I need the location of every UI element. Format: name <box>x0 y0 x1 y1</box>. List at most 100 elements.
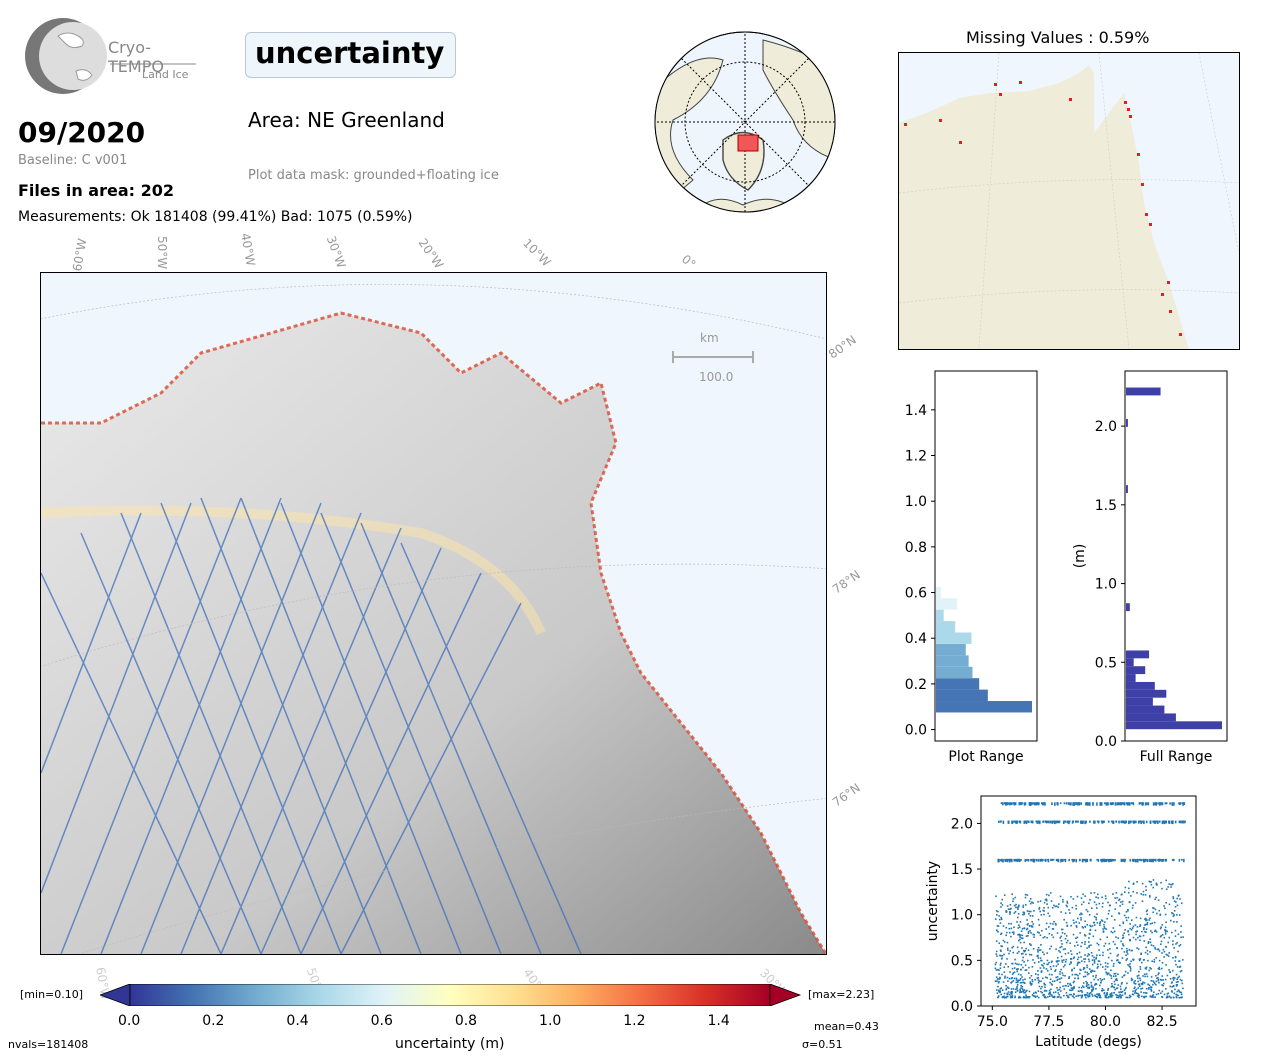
scatter-point <box>1124 858 1126 862</box>
scatter-point <box>1080 912 1082 915</box>
scatter-point <box>1096 922 1099 924</box>
scatter-point <box>1084 958 1087 960</box>
scatter-point <box>1045 922 1048 925</box>
scatter-point <box>1100 980 1103 982</box>
scatter-point <box>1039 910 1042 913</box>
scatter-point <box>1167 886 1169 888</box>
lon-label: 60°W <box>70 237 90 273</box>
scatter-point <box>1000 962 1002 965</box>
scatter-point <box>1171 858 1174 861</box>
scatter-point <box>1049 892 1052 894</box>
scatter-point <box>1031 993 1034 996</box>
scatter-point <box>1069 983 1071 986</box>
scatter-point <box>1043 982 1045 985</box>
scatter-point <box>1126 953 1129 955</box>
scatter-point <box>1013 977 1016 980</box>
scatter-point <box>1101 905 1104 908</box>
scatter-point <box>1060 935 1062 938</box>
scatter-point <box>1169 971 1172 974</box>
scatter-point <box>1129 963 1131 965</box>
scatter-point <box>1017 980 1019 983</box>
lon-label: 0° <box>679 252 699 272</box>
scatter-point <box>1011 967 1014 970</box>
scatter-point <box>1096 963 1099 966</box>
mean-stat: mean=0.43 <box>814 1020 879 1033</box>
scatter-point <box>1142 975 1144 977</box>
scatter-point <box>996 968 999 971</box>
scatter-point <box>1139 820 1141 823</box>
scatter-point <box>1087 941 1090 943</box>
scatter-point <box>1179 802 1181 806</box>
scatter-point <box>1160 940 1163 943</box>
files-in-area: Files in area: 202 <box>18 181 174 200</box>
scatter-point <box>1111 959 1113 962</box>
scatter-point <box>995 976 998 979</box>
scatter-point <box>1103 926 1106 928</box>
scatter-point <box>1140 820 1142 825</box>
scatter-point <box>1015 858 1018 862</box>
scatter-point <box>1077 956 1080 959</box>
y-tick-label: 0.0 <box>951 999 973 1015</box>
scatter-point <box>1053 820 1056 825</box>
scatter-point <box>1063 932 1066 935</box>
scatter-point <box>1002 925 1005 927</box>
scatter-point <box>1071 858 1073 861</box>
scatter-point <box>1164 929 1167 932</box>
scatter-point <box>1168 969 1170 971</box>
scatter-point <box>1172 940 1174 942</box>
scatter-point <box>1138 974 1140 977</box>
scatter-point <box>1023 982 1026 984</box>
scatter-point <box>1152 858 1155 861</box>
scatter-point <box>1031 901 1033 904</box>
scatter-point <box>1031 920 1033 923</box>
scatter-point <box>1141 802 1143 805</box>
scatter-point <box>1106 936 1109 939</box>
scatter-point <box>1134 858 1137 863</box>
scatter-point <box>1098 993 1101 995</box>
scatter-point <box>1179 820 1181 824</box>
scatter-point <box>1003 992 1006 995</box>
y-tick-label: 0.4 <box>905 631 927 647</box>
scatter-point <box>1032 994 1035 997</box>
scatter-point <box>1160 979 1163 982</box>
scatter-point <box>1110 985 1113 988</box>
scatter-point <box>1017 973 1020 976</box>
scatter-point <box>1031 802 1033 805</box>
scatter-point <box>1090 986 1093 988</box>
scatter-point <box>1037 957 1040 959</box>
scatter-point <box>1033 936 1035 938</box>
scatter-point <box>1172 897 1175 900</box>
scatter-point <box>1045 968 1048 970</box>
scatter-point <box>1123 932 1126 934</box>
scatter-point <box>1146 919 1148 921</box>
scatter-point <box>1155 896 1157 899</box>
scatter-point <box>1063 858 1066 861</box>
scatter-point <box>1080 903 1083 906</box>
scatter-point <box>1175 996 1178 998</box>
scatter-point <box>998 990 1000 993</box>
scatter-point <box>1102 858 1105 862</box>
scatter-point <box>1150 986 1153 988</box>
scatter-point <box>1128 802 1130 806</box>
scatter-point <box>1064 858 1067 863</box>
scatter-point <box>1126 958 1129 960</box>
scatter-point <box>1020 802 1022 806</box>
scatter-point <box>1101 978 1104 981</box>
scatter-point <box>1031 820 1033 823</box>
scatter-point <box>1118 899 1120 902</box>
scatter-point <box>1081 913 1083 916</box>
scatter-point <box>1141 961 1143 964</box>
scatter-point <box>1072 933 1075 936</box>
scatter-point <box>1005 926 1008 929</box>
missing-values-title: Missing Values : 0.59% <box>966 28 1150 47</box>
scatter-point <box>1085 994 1088 996</box>
scatter-point <box>1082 927 1084 929</box>
scatter-point <box>1110 993 1112 995</box>
scatter-point <box>1115 996 1118 999</box>
missing-point <box>1167 281 1170 284</box>
scatter-point <box>1046 936 1048 939</box>
scatter-point <box>1051 802 1053 806</box>
scatter-point <box>1149 995 1152 998</box>
scatter-point <box>1095 918 1098 921</box>
scatter-point <box>1056 960 1059 962</box>
